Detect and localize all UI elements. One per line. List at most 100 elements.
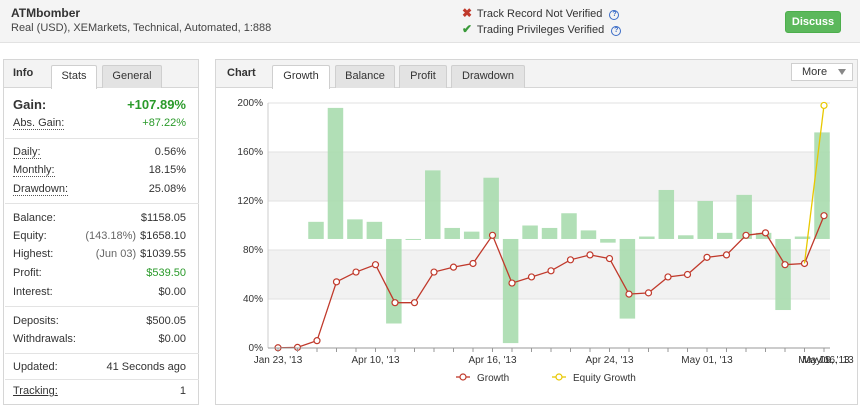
more-label: More xyxy=(802,66,828,78)
daily-bar xyxy=(639,236,655,239)
daily-bar xyxy=(541,227,558,239)
chevron-down-icon xyxy=(838,69,846,75)
monthly-label[interactable]: Monthly: xyxy=(13,164,55,177)
daily-label[interactable]: Daily: xyxy=(13,146,41,159)
growth-point xyxy=(352,268,360,276)
y-tick-label: 160% xyxy=(237,147,263,158)
balance-value: $1158.05 xyxy=(140,212,186,224)
tab-chart[interactable]: Chart xyxy=(227,67,256,79)
chart-tabbar: Chart Growth Balance Profit Drawdown Mor… xyxy=(216,60,857,89)
daily-bar xyxy=(580,230,597,239)
growth-point xyxy=(566,256,575,264)
growth-point xyxy=(449,263,458,271)
track-record-text: Track Record Not Verified xyxy=(476,8,603,20)
daily-bar xyxy=(794,236,811,239)
interest-value: $0.00 xyxy=(158,286,186,298)
growth-point xyxy=(722,251,731,259)
growth-point xyxy=(703,253,711,261)
grid-band xyxy=(268,152,830,201)
tab-profit[interactable]: Profit xyxy=(399,65,447,88)
x-tick-label: May 01, '13 xyxy=(681,355,733,366)
tracking-link[interactable]: Tracking: xyxy=(13,385,58,397)
y-tick-label: 200% xyxy=(237,98,263,109)
gain-value: +107.89% xyxy=(127,97,186,112)
interest-label: Interest: xyxy=(13,286,53,298)
abs-gain-label[interactable]: Abs. Gain: xyxy=(13,117,65,130)
equity-point xyxy=(820,101,828,110)
daily-bar xyxy=(483,177,499,239)
plot-background xyxy=(268,102,830,349)
y-tick-label: 40% xyxy=(243,294,263,305)
equity-line xyxy=(803,105,825,264)
daily-bar xyxy=(522,225,538,239)
y-tick-label: 0% xyxy=(249,343,264,354)
growth-point xyxy=(742,231,750,239)
equity-amount: $1658.10 xyxy=(140,230,186,242)
daily-bar xyxy=(600,238,616,243)
growth-point xyxy=(313,337,321,345)
cross-icon: ✖ xyxy=(462,6,473,20)
y-tick-label: 120% xyxy=(237,196,263,207)
drawdown-label[interactable]: Drawdown: xyxy=(13,183,69,196)
trading-privileges-text: Trading Privileges Verified xyxy=(476,24,605,36)
profit-label: Profit: xyxy=(13,267,42,279)
x-tick-label: Ju... xyxy=(819,355,838,366)
help-icon[interactable]: ? xyxy=(611,26,622,36)
daily-bar xyxy=(463,231,480,239)
discuss-button[interactable]: Discuss xyxy=(785,11,841,33)
abs-gain-value: +87.22% xyxy=(142,117,186,129)
highest-value: (Jun 03) $1039.55 xyxy=(96,248,186,260)
daily-bar xyxy=(405,238,422,240)
trading-privileges-status: ✔ Trading Privileges Verified ? xyxy=(462,22,622,36)
grid-band xyxy=(268,250,830,299)
x-tick-label: May 16, '13 xyxy=(802,355,854,366)
system-header: ATMbomber Real (USD), XEMarkets, Technic… xyxy=(0,0,860,43)
daily-bar xyxy=(386,238,402,324)
divider xyxy=(5,379,199,380)
growth-point xyxy=(644,289,653,297)
growth-point xyxy=(664,273,672,281)
tab-growth[interactable]: Growth xyxy=(272,65,330,89)
more-dropdown[interactable]: More xyxy=(791,63,853,81)
daily-bar xyxy=(308,221,324,239)
daily-bar xyxy=(327,107,344,239)
divider xyxy=(5,138,199,139)
daily-bar xyxy=(775,238,791,311)
legend-label: Growth xyxy=(477,373,509,384)
updated-value: 41 Seconds ago xyxy=(106,361,186,373)
growth-point xyxy=(371,261,380,269)
daily-bar xyxy=(658,189,675,239)
equity-value: (143.18%) $1658.10 xyxy=(85,230,186,242)
checkmark-icon: ✔ xyxy=(462,22,473,36)
profit-value: $539.50 xyxy=(146,267,186,279)
deposits-label: Deposits: xyxy=(13,315,59,327)
growth-chart: 0% 40% 80% 120% 160% 200% Jan 23, '13 Apr 10, … xyxy=(237,98,854,384)
track-record-status: ✖ Track Record Not Verified ? xyxy=(462,6,620,20)
tab-stats[interactable]: Stats xyxy=(51,65,97,89)
divider xyxy=(5,306,199,307)
highest-label: Highest: xyxy=(13,248,54,260)
daily-bar xyxy=(444,227,460,239)
x-tick-label: Jan 23, '13 xyxy=(254,355,303,366)
y-axis: 0% 40% 80% 120% 160% 200% xyxy=(237,98,269,354)
growth-point xyxy=(547,267,555,275)
tab-general[interactable]: General xyxy=(102,65,162,88)
growth-point xyxy=(527,273,536,281)
growth-point xyxy=(430,268,438,276)
highest-date: (Jun 03) xyxy=(95,248,137,260)
tab-balance[interactable]: Balance xyxy=(335,65,395,88)
x-axis: Jan 23, '13 Apr 10, '13 Apr 16, '13 Apr 24,… xyxy=(254,347,854,366)
y-tick-label: 80% xyxy=(243,245,263,256)
equity-label: Equity: xyxy=(13,230,47,242)
info-tabbar: Info Stats General xyxy=(4,60,198,89)
help-icon[interactable]: ? xyxy=(609,10,620,20)
gain-label: Gain: xyxy=(13,97,47,112)
equity-percent: (143.18%) xyxy=(85,230,137,242)
tab-info[interactable]: Info xyxy=(13,67,34,79)
system-name[interactable]: ATMbomber xyxy=(11,6,81,20)
legend-marker xyxy=(555,373,563,381)
growth-point xyxy=(469,259,477,268)
tab-drawdown[interactable]: Drawdown xyxy=(451,65,525,88)
updated-label: Updated: xyxy=(13,361,58,373)
balance-label: Balance: xyxy=(13,212,56,224)
